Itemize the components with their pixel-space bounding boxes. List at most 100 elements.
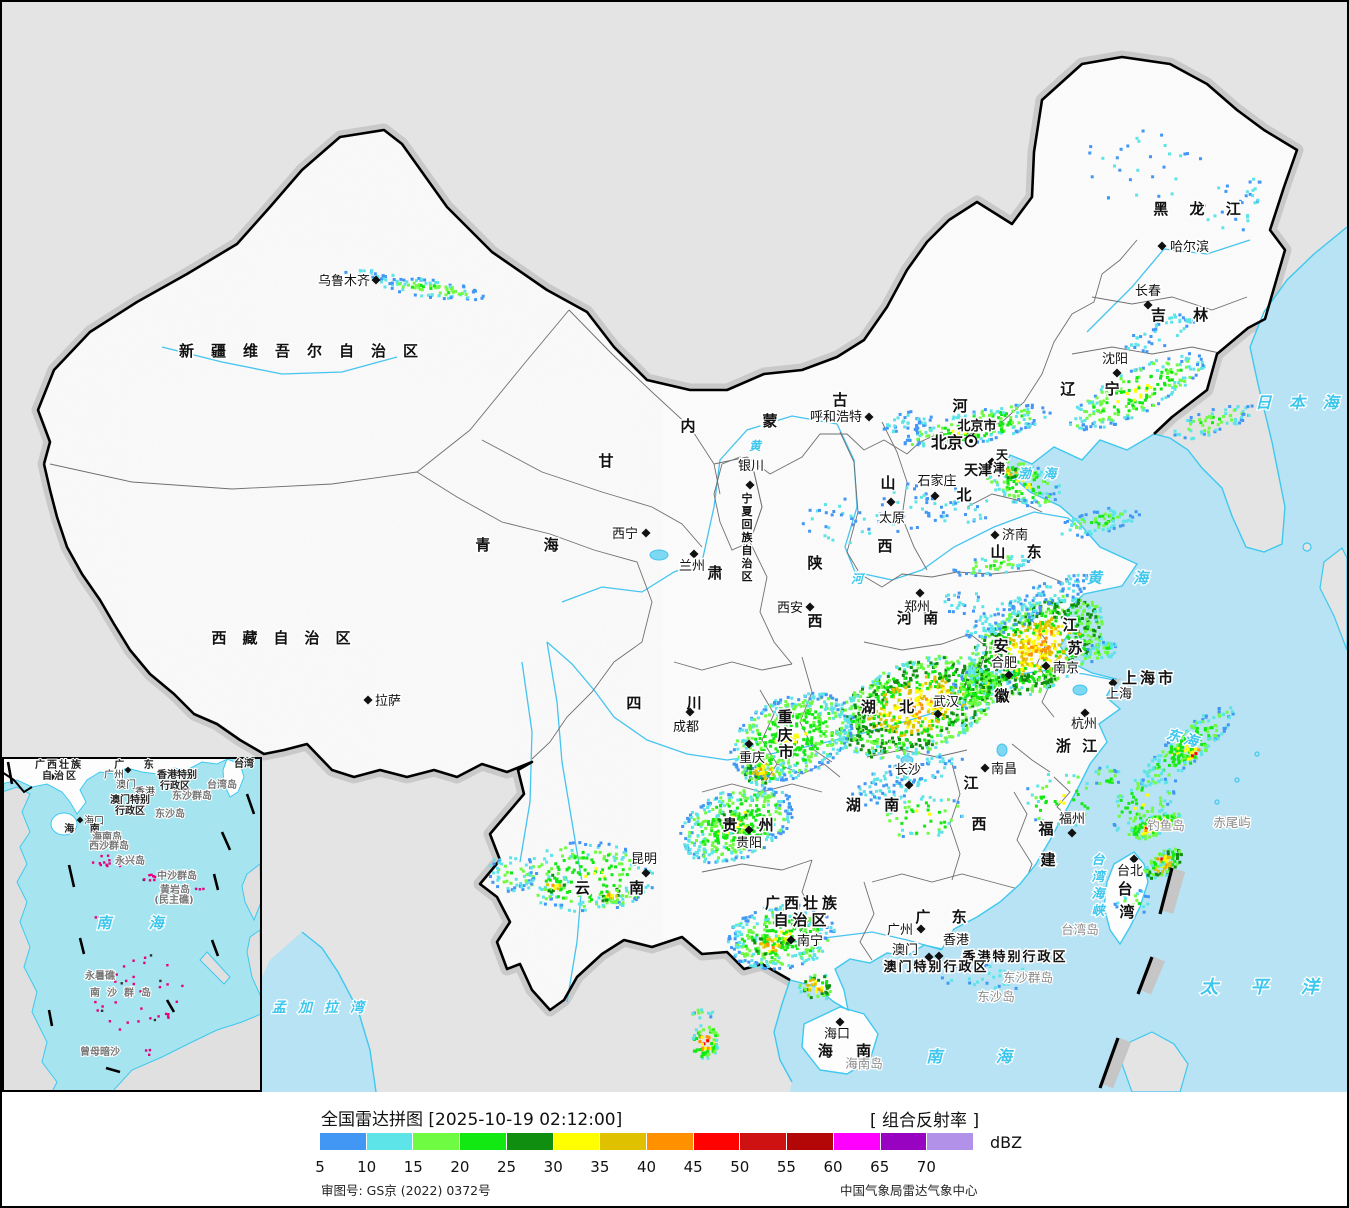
radar-echo-pixel: [965, 672, 968, 676]
radar-echo-pixel: [947, 759, 951, 763]
radar-echo-pixel: [954, 486, 957, 490]
radar-echo-pixel: [1012, 639, 1016, 643]
radar-echo-pixel: [927, 656, 931, 660]
radar-echo-pixel: [830, 733, 834, 737]
radar-echo-pixel: [1074, 597, 1077, 601]
radar-echo-pixel: [993, 559, 996, 563]
radar-echo-pixel: [744, 813, 748, 817]
radar-echo-pixel: [1110, 519, 1114, 522]
radar-echo-pixel: [994, 559, 998, 563]
radar-echo-pixel: [967, 668, 971, 672]
radar-echo-pixel: [545, 860, 549, 864]
radar-echo-pixel: [957, 604, 961, 607]
radar-echo-pixel: [915, 680, 919, 684]
radar-echo-pixel: [804, 948, 808, 952]
radar-echo-pixel: [607, 866, 611, 870]
radar-echo-pixel: [1087, 606, 1091, 610]
radar-echo-pixel: [907, 684, 911, 688]
radar-echo-pixel: [937, 810, 941, 814]
radar-echo-pixel: [772, 967, 776, 971]
radar-echo-pixel: [1179, 154, 1183, 158]
radar-echo-pixel: [972, 668, 976, 672]
radar-echo-pixel: [979, 426, 983, 429]
radar-echo-pixel: [1119, 147, 1123, 151]
radar-echo-pixel: [510, 871, 513, 875]
radar-echo-pixel: [986, 475, 990, 478]
radar-echo-pixel: [1022, 408, 1026, 412]
radar-echo-pixel: [1047, 651, 1051, 655]
radar-echo-pixel: [845, 740, 849, 744]
radar-echo-pixel: [840, 728, 844, 732]
radar-echo-pixel: [768, 929, 772, 933]
radar-echo-pixel: [916, 417, 920, 421]
radar-echo-pixel: [766, 772, 770, 775]
radar-echo-pixel: [1178, 363, 1182, 367]
radar-echo-pixel: [618, 884, 622, 888]
radar-echo-pixel: [1092, 632, 1096, 636]
radar-echo-pixel: [438, 291, 442, 295]
radar-echo-pixel: [1160, 370, 1164, 374]
radar-echo-pixel: [1025, 608, 1029, 612]
radar-echo-pixel: [1033, 633, 1037, 637]
radar-echo-pixel: [515, 883, 519, 887]
radar-echo-pixel: [790, 815, 794, 819]
radar-echo-pixel: [880, 727, 884, 731]
radar-echo-pixel: [1183, 152, 1187, 156]
radar-echo-pixel: [713, 845, 717, 849]
radar-echo-pixel: [778, 772, 781, 776]
radar-echo-pixel: [867, 697, 871, 700]
radar-echo-pixel: [924, 671, 928, 675]
radar-echo-pixel: [877, 700, 881, 704]
radar-echo-pixel: [826, 744, 830, 747]
radar-echo-pixel: [908, 439, 912, 442]
radar-echo-pixel: [825, 915, 829, 919]
radar-echo-pixel: [1214, 428, 1218, 432]
radar-echo-pixel: [730, 795, 734, 799]
radar-echo-pixel: [978, 618, 982, 622]
radar-echo-pixel: [925, 757, 929, 761]
radar-echo-pixel: [937, 424, 941, 428]
radar-echo-pixel: [706, 798, 710, 802]
radar-echo-pixel: [1115, 156, 1119, 160]
radar-echo-pixel: [1205, 416, 1209, 420]
radar-echo-pixel: [602, 896, 606, 900]
radar-echo-pixel: [786, 703, 790, 706]
radar-echo-pixel: [1105, 390, 1109, 394]
radar-echo-pixel: [983, 615, 987, 619]
radar-echo-pixel: [1009, 416, 1013, 420]
radar-echo-pixel: [909, 410, 913, 414]
radar-echo-pixel: [618, 873, 622, 877]
radar-echo-pixel: [547, 870, 551, 874]
radar-echo-pixel: [1053, 677, 1057, 681]
radar-echo-pixel: [940, 728, 944, 732]
radar-echo-pixel: [878, 512, 882, 516]
radar-echo-pixel: [741, 728, 745, 732]
radar-echo-pixel: [787, 802, 791, 806]
radar-echo-pixel: [807, 692, 811, 696]
radar-echo-pixel: [1096, 656, 1099, 660]
radar-echo-pixel: [1080, 652, 1084, 656]
radar-echo-pixel: [1140, 405, 1144, 409]
radar-echo-pixel: [591, 861, 595, 864]
radar-echo-pixel: [907, 434, 910, 438]
radar-echo-pixel: [415, 278, 418, 282]
radar-echo-pixel: [696, 820, 700, 824]
radar-echo-pixel: [832, 707, 836, 711]
radar-echo-pixel: [871, 780, 875, 784]
radar-echo-pixel: [972, 697, 976, 701]
radar-echo-pixel: [1033, 498, 1037, 502]
radar-echo-pixel: [1211, 408, 1215, 412]
radar-echo-pixel: [1206, 218, 1210, 222]
radar-echo-pixel: [800, 744, 804, 748]
radar-echo-pixel: [1132, 334, 1136, 337]
radar-echo-pixel: [748, 847, 752, 851]
radar-echo-pixel: [621, 868, 625, 872]
radar-echo-pixel: [1011, 409, 1015, 413]
radar-echo-pixel: [396, 282, 400, 286]
radar-echo-pixel: [992, 423, 996, 427]
radar-echo-pixel: [1037, 591, 1041, 595]
radar-echo-pixel: [856, 705, 860, 709]
radar-echo-pixel: [1135, 336, 1139, 340]
radar-echo-pixel: [814, 765, 817, 769]
radar-echo-pixel: [748, 803, 752, 807]
